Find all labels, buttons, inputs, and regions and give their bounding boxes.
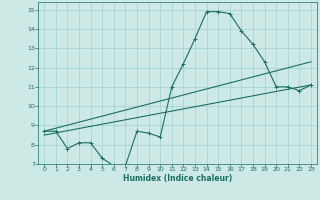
X-axis label: Humidex (Indice chaleur): Humidex (Indice chaleur) xyxy=(123,174,232,183)
